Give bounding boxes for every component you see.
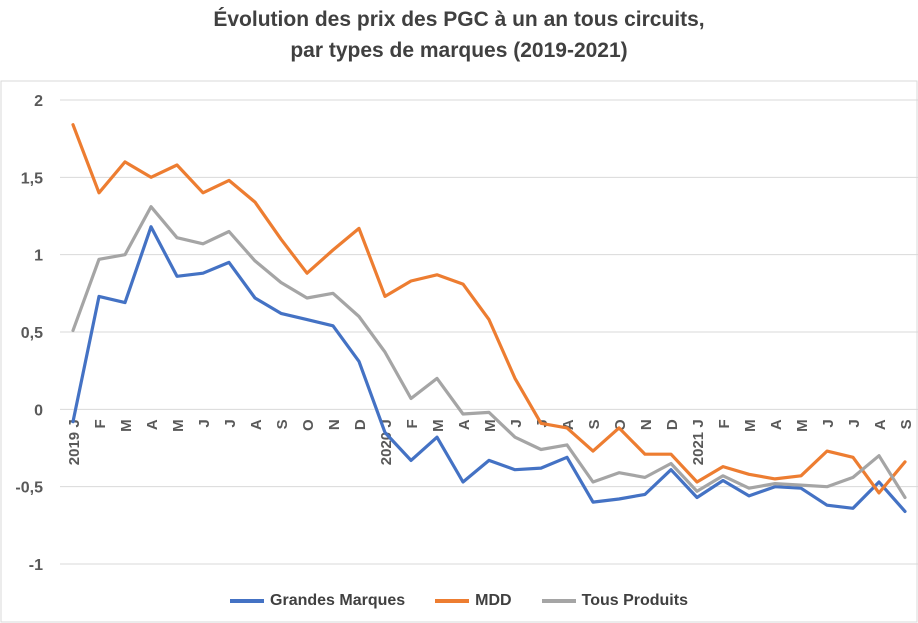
- x-tick-label: D: [664, 419, 681, 430]
- y-tick-label: 0: [34, 402, 43, 419]
- x-tick-label: N: [326, 419, 343, 430]
- x-tick-label: 2019 J: [66, 419, 83, 465]
- x-tick-label: A: [872, 419, 889, 430]
- series-line-tous-produits: [71, 205, 907, 500]
- x-tick-label: A: [456, 419, 473, 430]
- legend-swatch-tous-produits: [541, 599, 576, 603]
- x-tick-label: F: [716, 419, 733, 428]
- y-tick-label: -0,5: [15, 480, 43, 497]
- y-tick-label: 2: [34, 93, 43, 110]
- gridlines: [60, 99, 918, 565]
- x-tick-label: F: [92, 419, 109, 428]
- x-tick-label: M: [170, 419, 187, 432]
- x-tick-label: D: [352, 419, 369, 430]
- chart-title-line-1: Évolution des prix des PGC à un an tous …: [213, 8, 705, 31]
- legend-label-mdd: MDD: [475, 592, 512, 609]
- x-tick-label: J: [508, 419, 525, 427]
- x-tick-label: J: [846, 419, 863, 427]
- series-line-mdd: [71, 123, 907, 495]
- series-lines: [71, 123, 907, 513]
- legend-swatch-mdd: [435, 599, 470, 603]
- legend-label-tous-produits: Tous Produits: [581, 592, 688, 609]
- legend-item-grandes-marques: Grandes Marques: [230, 592, 405, 610]
- x-tick-label: M: [742, 419, 759, 432]
- legend-swatch-grandes-marques: [230, 599, 265, 603]
- legend-item-mdd: MDD: [435, 592, 512, 610]
- x-tick-label: J: [222, 419, 239, 427]
- x-tick-label: M: [482, 419, 499, 432]
- x-tick-label: S: [274, 419, 291, 429]
- legend-label-grandes-marques: Grandes Marques: [270, 592, 406, 609]
- y-axis: 2 1,5 1 0,5 0 -0,5 -1: [15, 93, 43, 574]
- y-tick-label: -1: [29, 557, 43, 574]
- x-tick-label: J: [196, 419, 213, 427]
- y-tick-label: 1,5: [21, 170, 43, 187]
- x-tick-label: A: [248, 419, 265, 430]
- x-tick-label: J: [820, 419, 837, 427]
- x-tick-label: 2020 J: [378, 419, 395, 465]
- x-tick-label: S: [586, 419, 603, 429]
- x-tick-label: A: [560, 419, 577, 430]
- x-tick-label: S: [898, 419, 915, 429]
- x-tick-label: A: [144, 419, 161, 430]
- x-tick-label: M: [118, 419, 135, 432]
- x-axis: 2019 J F M A M J J A S O N D 2020 J F M A M J J A S O N D 2021 J…: [66, 419, 915, 465]
- legend: Grandes Marques MDD Tous Produits: [0, 592, 918, 610]
- chart-title-line-2: par types de marques (2019-2021): [290, 39, 628, 62]
- x-tick-label: A: [768, 419, 785, 430]
- series-line-grandes-marques: [71, 225, 907, 513]
- x-tick-label: F: [404, 419, 421, 428]
- x-tick-label: O: [612, 419, 629, 431]
- y-tick-label: 0,5: [21, 325, 43, 342]
- x-tick-label: 2021 J: [690, 419, 707, 465]
- plot-border: [0, 80, 918, 623]
- y-tick-label: 1: [34, 248, 43, 265]
- legend-item-tous-produits: Tous Produits: [541, 592, 688, 610]
- x-tick-label: N: [638, 419, 655, 430]
- x-tick-label: M: [794, 419, 811, 432]
- x-tick-label: M: [430, 419, 447, 432]
- x-tick-label: O: [300, 419, 317, 431]
